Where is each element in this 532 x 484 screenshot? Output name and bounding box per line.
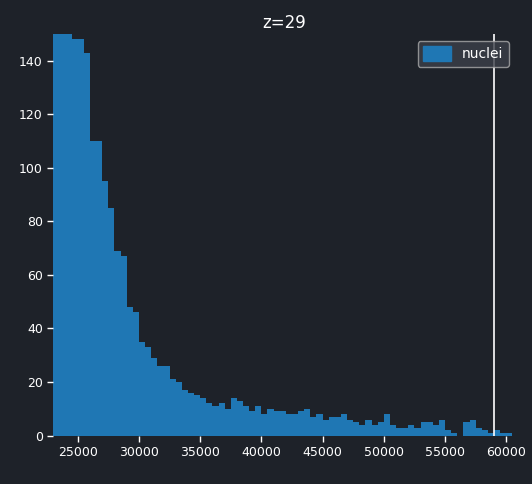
Bar (109, 208, 114, 436)
Bar (231, 398, 237, 436)
Bar (304, 409, 310, 436)
Bar (65, 34, 72, 436)
Bar (139, 342, 145, 436)
Bar (347, 420, 353, 436)
Bar (78, 39, 84, 436)
Bar (273, 411, 280, 436)
Bar (194, 395, 200, 436)
Legend: nuclei: nuclei (418, 41, 509, 67)
Bar (463, 422, 470, 436)
Bar (390, 425, 396, 436)
Bar (371, 425, 378, 436)
Bar (384, 414, 390, 436)
Bar (359, 425, 365, 436)
Bar (470, 420, 476, 436)
Bar (182, 390, 188, 436)
Bar (378, 422, 384, 436)
Bar (96, 141, 102, 436)
Bar (237, 401, 243, 436)
Bar (255, 406, 261, 436)
Bar (286, 414, 292, 436)
Bar (53, 34, 60, 436)
Title: z=29: z=29 (263, 15, 306, 32)
Bar (506, 433, 512, 436)
Bar (488, 433, 494, 436)
Bar (90, 141, 96, 436)
Bar (114, 251, 121, 436)
Bar (268, 409, 273, 436)
Bar (121, 256, 127, 436)
Bar (329, 417, 335, 436)
Bar (365, 420, 371, 436)
Bar (439, 420, 445, 436)
Bar (170, 379, 176, 436)
Bar (133, 312, 139, 436)
Bar (500, 433, 506, 436)
Bar (163, 366, 170, 436)
Bar (433, 425, 439, 436)
Bar (157, 366, 163, 436)
Bar (60, 34, 65, 436)
Bar (176, 382, 182, 436)
Bar (414, 427, 420, 436)
Bar (188, 393, 194, 436)
Bar (402, 427, 408, 436)
Bar (322, 420, 329, 436)
Bar (225, 409, 231, 436)
Bar (494, 430, 500, 436)
Bar (72, 39, 78, 436)
Bar (145, 347, 151, 436)
Bar (341, 414, 347, 436)
Bar (396, 427, 402, 436)
Bar (292, 414, 298, 436)
Bar (243, 406, 249, 436)
Bar (84, 53, 90, 436)
Bar (317, 414, 322, 436)
Bar (335, 417, 341, 436)
Bar (451, 433, 458, 436)
Bar (353, 422, 359, 436)
Bar (102, 181, 109, 436)
Bar (420, 422, 427, 436)
Bar (445, 430, 451, 436)
Bar (310, 417, 317, 436)
Bar (151, 358, 157, 436)
Bar (261, 414, 268, 436)
Bar (200, 398, 206, 436)
Bar (127, 307, 133, 436)
Bar (427, 422, 433, 436)
Bar (298, 411, 304, 436)
Bar (482, 430, 488, 436)
Bar (476, 427, 482, 436)
Bar (408, 425, 414, 436)
Bar (249, 411, 255, 436)
Bar (219, 404, 225, 436)
Bar (206, 404, 212, 436)
Bar (212, 406, 219, 436)
Bar (280, 411, 286, 436)
